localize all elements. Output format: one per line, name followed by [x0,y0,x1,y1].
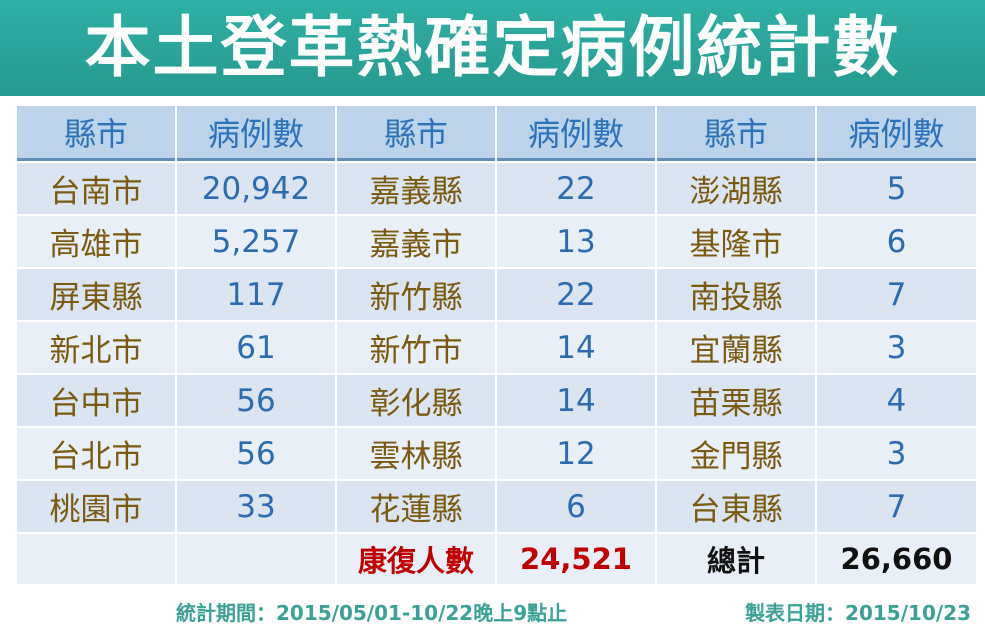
total-label: 總計 [657,534,815,584]
table-row: 新北市 61 新竹市 14 宜蘭縣 3 [17,322,976,373]
case-count-cell: 14 [497,322,655,373]
header-county-3: 縣市 [657,106,815,161]
case-count-cell: 117 [177,269,335,320]
table-row: 台中市 56 彰化縣 14 苗栗縣 4 [17,375,976,426]
county-cell: 基隆市 [657,216,815,267]
table-row: 高雄市 5,257 嘉義市 13 基隆市 6 [17,216,976,267]
statistics-period: 統計期間：2015/05/01-10/22晚上9點止 [176,601,568,625]
county-cell: 台南市 [17,163,175,214]
case-count-cell: 22 [497,163,655,214]
county-cell: 南投縣 [657,269,815,320]
case-count-cell: 56 [177,375,335,426]
table-row: 台北市 56 雲林縣 12 金門縣 3 [17,428,976,479]
county-cell: 宜蘭縣 [657,322,815,373]
case-count-cell: 12 [497,428,655,479]
case-count-cell: 7 [817,481,976,532]
county-cell: 嘉義市 [337,216,495,267]
summary-row: 康復人數 24,521 總計 26,660 [17,534,976,584]
case-count-cell: 4 [817,375,976,426]
county-cell: 桃園市 [17,481,175,532]
case-count-cell: 7 [817,269,976,320]
table-row: 桃園市 33 花蓮縣 6 台東縣 7 [17,481,976,532]
county-cell: 台東縣 [657,481,815,532]
total-value: 26,660 [817,534,976,584]
recovered-label: 康復人數 [337,534,495,584]
header-county-2: 縣市 [337,106,495,161]
table-row: 台南市 20,942 嘉義縣 22 澎湖縣 5 [17,163,976,214]
county-cell: 嘉義縣 [337,163,495,214]
case-count-cell: 56 [177,428,335,479]
county-cell: 苗栗縣 [657,375,815,426]
case-count-cell: 61 [177,322,335,373]
case-count-cell: 6 [817,216,976,267]
county-cell: 彰化縣 [337,375,495,426]
header-county-1: 縣市 [17,106,175,161]
county-cell: 新北市 [17,322,175,373]
table-row: 屏東縣 117 新竹縣 22 南投縣 7 [17,269,976,320]
case-count-cell: 33 [177,481,335,532]
title-banner: 本土登革熱確定病例統計數 [0,0,985,96]
page-title: 本土登革熱確定病例統計數 [84,9,901,86]
case-count-cell: 3 [817,322,976,373]
statistics-table-container: 縣市 病例數 縣市 病例數 縣市 病例數 台南市 20,942 嘉義縣 22 澎… [17,104,976,586]
empty-cell [177,534,335,584]
county-cell: 金門縣 [657,428,815,479]
case-count-cell: 14 [497,375,655,426]
county-cell: 台中市 [17,375,175,426]
header-cases-2: 病例數 [497,106,655,161]
county-cell: 花蓮縣 [337,481,495,532]
county-cell: 高雄市 [17,216,175,267]
county-cell: 新竹縣 [337,269,495,320]
header-cases-3: 病例數 [817,106,976,161]
county-cell: 台北市 [17,428,175,479]
production-date: 製表日期：2015/10/23 [745,601,971,625]
case-count-cell: 20,942 [177,163,335,214]
county-cell: 雲林縣 [337,428,495,479]
case-count-cell: 5,257 [177,216,335,267]
footer: 統計期間：2015/05/01-10/22晚上9點止 製表日期：2015/10/… [0,594,985,626]
recovered-value: 24,521 [497,534,655,584]
county-cell: 澎湖縣 [657,163,815,214]
case-count-cell: 6 [497,481,655,532]
county-cell: 新竹市 [337,322,495,373]
case-count-cell: 13 [497,216,655,267]
county-cell: 屏東縣 [17,269,175,320]
empty-cell [17,534,175,584]
case-count-cell: 3 [817,428,976,479]
header-cases-1: 病例數 [177,106,335,161]
table-header-row: 縣市 病例數 縣市 病例數 縣市 病例數 [17,106,976,161]
dengue-cases-table: 縣市 病例數 縣市 病例數 縣市 病例數 台南市 20,942 嘉義縣 22 澎… [15,104,978,586]
case-count-cell: 22 [497,269,655,320]
case-count-cell: 5 [817,163,976,214]
